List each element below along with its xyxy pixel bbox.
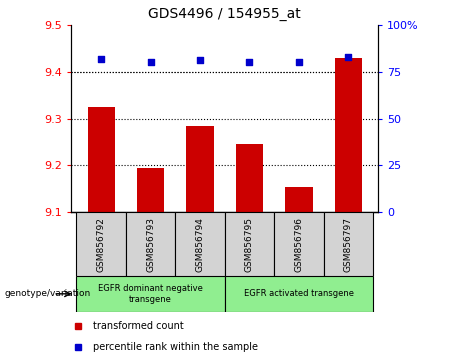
Point	[97, 56, 105, 61]
Text: GSM856792: GSM856792	[97, 217, 106, 272]
Text: GSM856796: GSM856796	[295, 217, 303, 272]
Bar	[186, 126, 213, 212]
Text: GSM856795: GSM856795	[245, 217, 254, 272]
Point	[345, 54, 352, 59]
Point	[196, 58, 204, 63]
Text: genotype/variation: genotype/variation	[5, 289, 91, 298]
Bar	[285, 187, 313, 212]
Bar	[88, 107, 115, 212]
Bar	[137, 168, 164, 212]
Text: percentile rank within the sample: percentile rank within the sample	[93, 342, 258, 352]
Text: GSM856797: GSM856797	[344, 217, 353, 272]
Bar	[77, 212, 126, 276]
Bar	[225, 212, 274, 276]
Text: GSM856794: GSM856794	[195, 217, 205, 272]
Bar	[335, 58, 362, 212]
Text: transformed count: transformed count	[93, 321, 183, 331]
Bar	[126, 212, 175, 276]
Bar	[274, 212, 324, 276]
Title: GDS4496 / 154955_at: GDS4496 / 154955_at	[148, 7, 301, 21]
Bar	[324, 212, 373, 276]
Text: EGFR activated transgene: EGFR activated transgene	[244, 289, 354, 298]
Bar	[175, 212, 225, 276]
Point	[147, 59, 154, 65]
Bar	[77, 276, 225, 312]
Text: GSM856793: GSM856793	[146, 217, 155, 272]
Text: EGFR dominant negative
transgene: EGFR dominant negative transgene	[98, 284, 203, 303]
Bar	[236, 144, 263, 212]
Bar	[225, 276, 373, 312]
Point	[295, 59, 302, 65]
Point	[246, 59, 253, 65]
